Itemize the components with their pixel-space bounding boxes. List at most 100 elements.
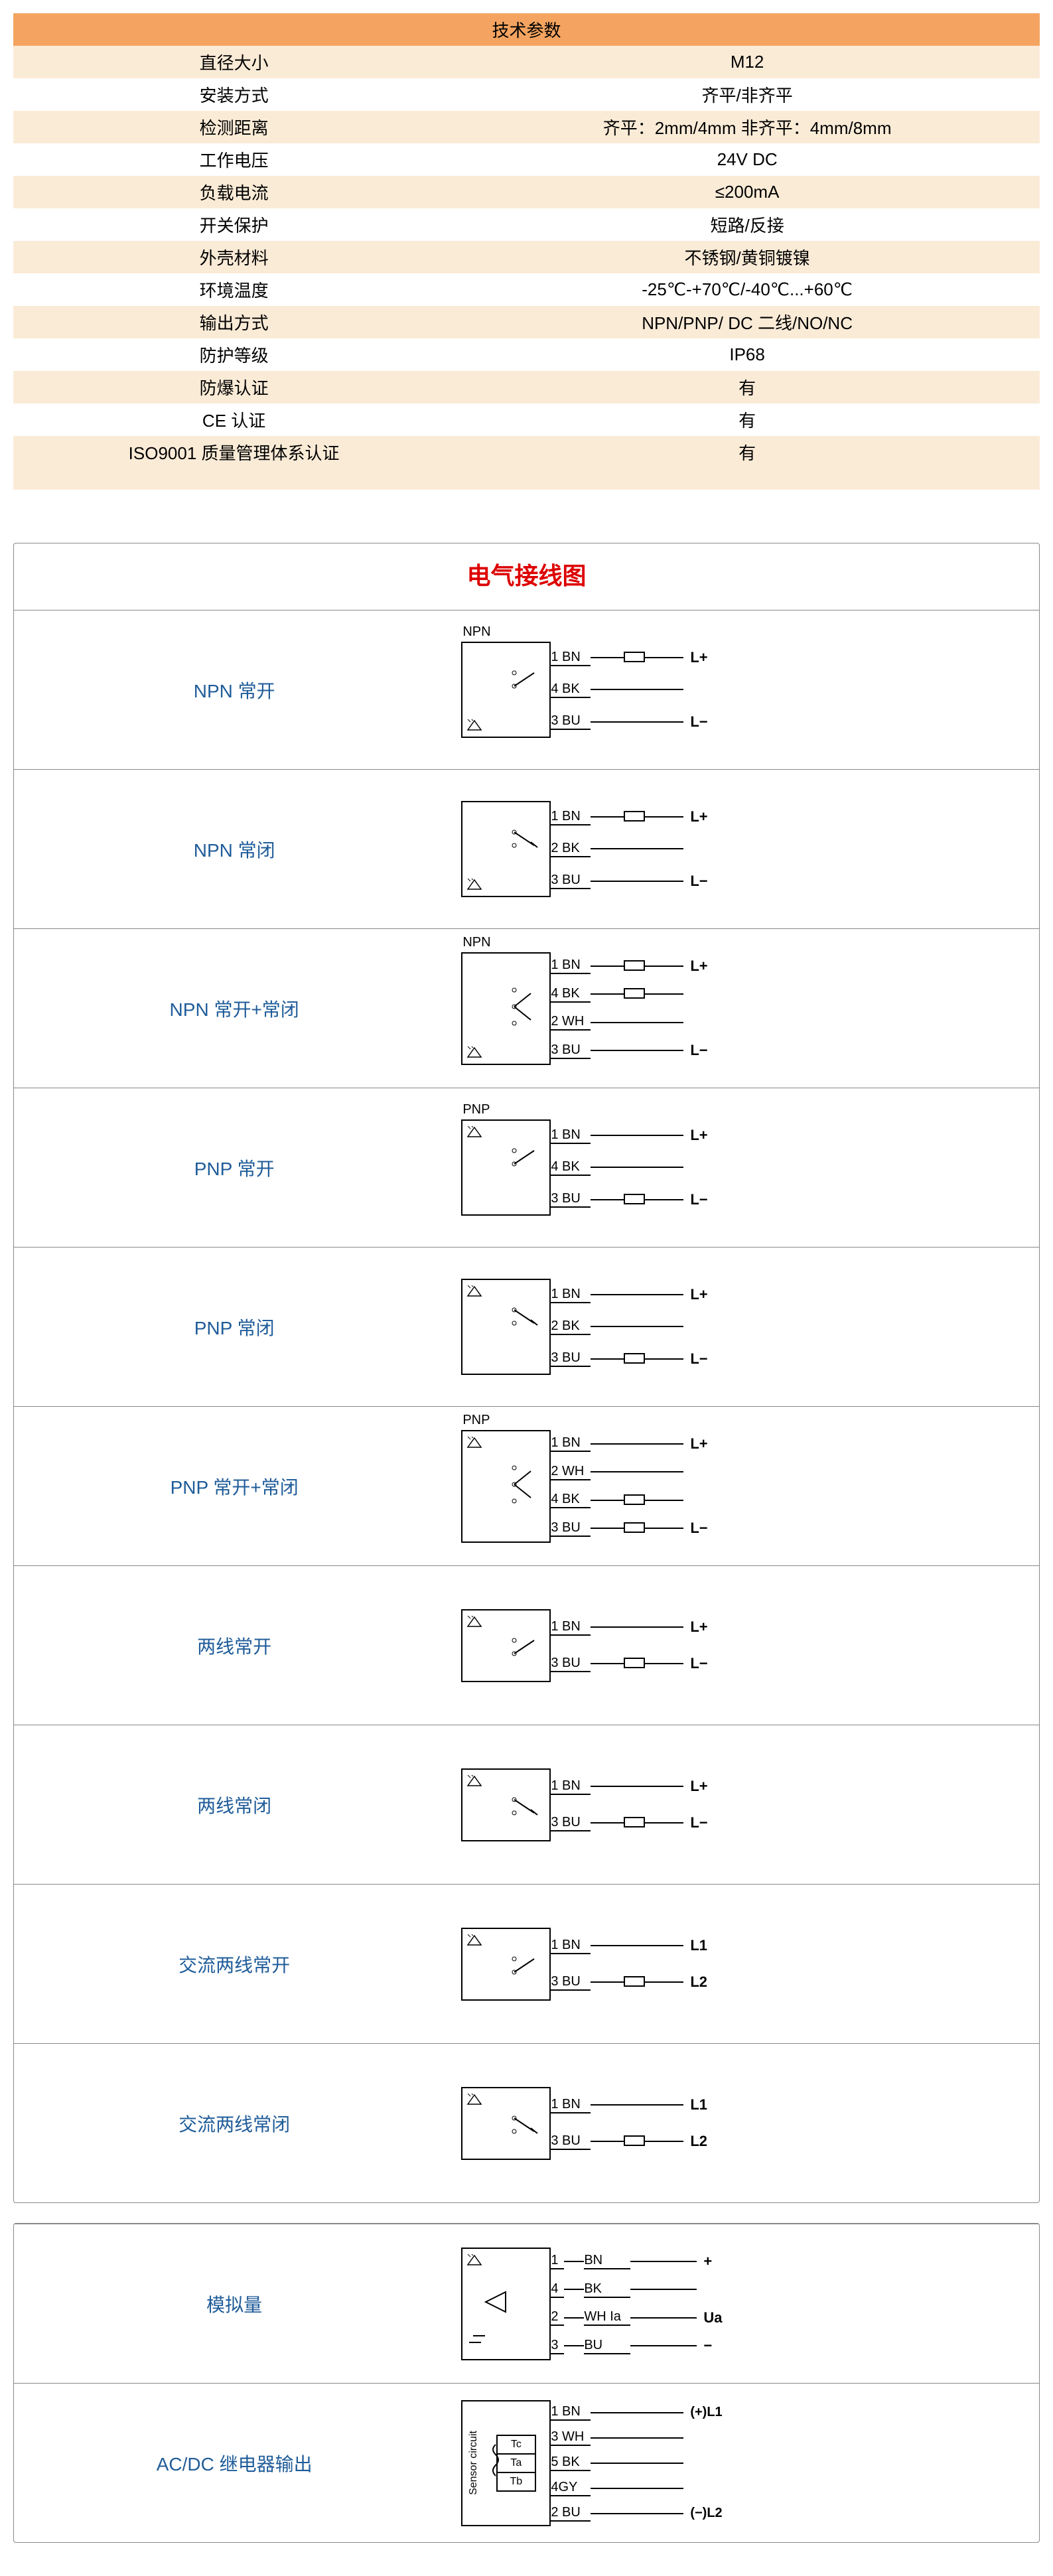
wire-line: 1 BNL+ xyxy=(551,1434,717,1454)
wire-segment xyxy=(591,1528,683,1529)
sensor-box: Sensor circuitTcTaTb xyxy=(461,2400,551,2526)
spec-table: 技术参数 直径大小M12安装方式齐平/非齐平检测距离齐平：2mm/4mm 非齐平… xyxy=(13,13,1040,490)
wiring-label: 两线常闭 xyxy=(14,1792,455,1818)
circuit-box xyxy=(461,1768,551,1841)
wire-label: 2 WH xyxy=(551,1014,591,1031)
circuit-box xyxy=(461,2087,551,2160)
switch-icon xyxy=(504,1458,544,1491)
wire-label: 1 BN xyxy=(551,1435,591,1452)
wire-segment xyxy=(630,2261,697,2262)
wire-group: 1 BNL+2 BK3 BUL− xyxy=(551,1279,717,1375)
wire-terminal: L− xyxy=(690,1655,717,1672)
wiring-diagram: 1 BNL13 BUL2 xyxy=(455,2087,1039,2160)
wire-line: 3 BUL2 xyxy=(551,1972,717,1992)
wire-segment xyxy=(591,1981,683,1983)
wire-segment xyxy=(591,881,683,882)
wire-segment xyxy=(591,721,683,723)
wiring-label: 交流两线常开 xyxy=(14,1951,455,1977)
load-box-icon xyxy=(624,2135,645,2146)
wiring-diagram: 1BN+4BK2WH IaUa3BU− xyxy=(455,2248,1039,2360)
spec-row: CE 认证有 xyxy=(13,403,1040,436)
wire-num: 2 xyxy=(551,2309,564,2326)
wire-label: 3 BU xyxy=(551,873,591,889)
wire-line: 3 BUL− xyxy=(551,1190,717,1210)
spec-label: 直径大小 xyxy=(13,46,455,78)
wiring-label: PNP 常开+常闭 xyxy=(14,1473,455,1500)
led-icon xyxy=(466,879,482,891)
spec-header-row: 技术参数 xyxy=(13,13,1040,46)
wire-label: 2 BK xyxy=(551,841,591,857)
wiring-diagram: 1 BNL+3 BUL− xyxy=(455,1768,1039,1841)
wiring-label: NPN 常开+常闭 xyxy=(14,995,455,1022)
wire-line: 4 BK xyxy=(551,1157,717,1177)
spec-value: 有 xyxy=(455,436,1040,468)
switch-icon xyxy=(504,1630,544,1664)
wiring-title: 电气接线图 xyxy=(14,543,1039,610)
wire-terminal: L2 xyxy=(690,2133,717,2150)
wire-terminal: (−)L2 xyxy=(690,2506,722,2521)
wire-terminal: + xyxy=(703,2253,730,2270)
circuit-box xyxy=(461,1609,551,1682)
wire-label: 1 BN xyxy=(551,1619,591,1636)
wire-segment xyxy=(591,657,683,658)
spec-row: 直径大小M12 xyxy=(13,46,1040,78)
wire-segment xyxy=(591,1822,683,1824)
wire-segment xyxy=(591,848,683,849)
load-box-icon xyxy=(624,1494,645,1505)
wire-line: 1 BNL+ xyxy=(551,807,717,827)
wire-label: 3 BU xyxy=(551,1042,591,1059)
wire-line: 1 BNL1 xyxy=(551,1936,717,1956)
load-box-icon xyxy=(624,652,645,662)
wiring-diagram: NPN1 BNL+4 BK3 BUL− xyxy=(455,642,1039,738)
wire-line: 1 BNL+ xyxy=(551,1125,717,1145)
wire-terminal: L− xyxy=(690,1520,717,1537)
spec-value: -25℃-+70℃/-40℃...+60℃ xyxy=(455,273,1040,306)
wire-color: BU xyxy=(584,2338,630,2354)
wire-label: 1 BN xyxy=(551,650,591,666)
spec-row: 防护等级IP68 xyxy=(13,338,1040,371)
switch-icon xyxy=(504,1949,544,1982)
circuit-box xyxy=(461,1928,551,2001)
wire-segment xyxy=(591,2513,683,2514)
spec-label: 负载电流 xyxy=(13,176,455,208)
wire-terminal: L+ xyxy=(690,958,717,975)
wiring-diagram: 1 BNL+2 BK3 BUL− xyxy=(455,1279,1039,1375)
wire-terminal: L1 xyxy=(690,1937,717,1954)
wire-segment xyxy=(591,1626,683,1628)
led-icon xyxy=(466,1934,482,1946)
circuit-type-label: PNP xyxy=(462,1102,490,1117)
spec-label: CE 认证 xyxy=(13,403,455,436)
wire-terminal: L+ xyxy=(690,1778,717,1795)
wire-segment xyxy=(591,1135,683,1136)
wiring-label: PNP 常闭 xyxy=(14,1314,455,1340)
wiring-row-pnp-no: PNP 常开PNP1 BNL+4 BK3 BUL− xyxy=(14,1088,1039,1247)
wire-terminal: L− xyxy=(690,1350,717,1368)
wire-num: 3 xyxy=(551,2338,564,2354)
wire-segment xyxy=(630,2289,697,2290)
circuit-box xyxy=(461,1279,551,1375)
circuit-box: PNP xyxy=(461,1119,551,1216)
spec-value: IP68 xyxy=(455,338,1040,371)
spec-row: 检测距离齐平：2mm/4mm 非齐平：4mm/8mm xyxy=(13,111,1040,143)
wire-line: 3 BUL− xyxy=(551,1654,717,1674)
wire-segment xyxy=(591,1500,683,1501)
spec-row: 环境温度-25℃-+70℃/-40℃...+60℃ xyxy=(13,273,1040,306)
wiring-section-2: 模拟量1BN+4BK2WH IaUa3BU−AC/DC 继电器输出Sensor … xyxy=(13,2223,1040,2543)
wiring-row-2wire-nc: 两线常闭1 BNL+3 BUL− xyxy=(14,1725,1039,1884)
wire-terminal: L− xyxy=(690,713,717,731)
circuit-box: NPN xyxy=(461,642,551,738)
wire-line: 1 BNL1 xyxy=(551,2095,717,2115)
wire-line: 1 BNL+ xyxy=(551,1285,717,1305)
wire-segment xyxy=(591,2463,683,2464)
wire-line: 1 BNL+ xyxy=(551,956,717,976)
wire-group: 1 BNL+3 BUL− xyxy=(551,1609,717,1682)
spec-label: 输出方式 xyxy=(13,306,455,338)
wire-label: 3 BU xyxy=(551,713,591,730)
circuit-type-label: NPN xyxy=(462,935,490,950)
wire-group: 1 BNL+4 BK2 WH3 BUL− xyxy=(551,952,717,1065)
wire-line: 4 BK xyxy=(551,680,717,699)
wire-terminal: L+ xyxy=(690,808,717,825)
wire-terminal: L− xyxy=(690,873,717,890)
wire-label: 3 BU xyxy=(551,1974,591,1991)
wire-segment xyxy=(591,1443,683,1445)
